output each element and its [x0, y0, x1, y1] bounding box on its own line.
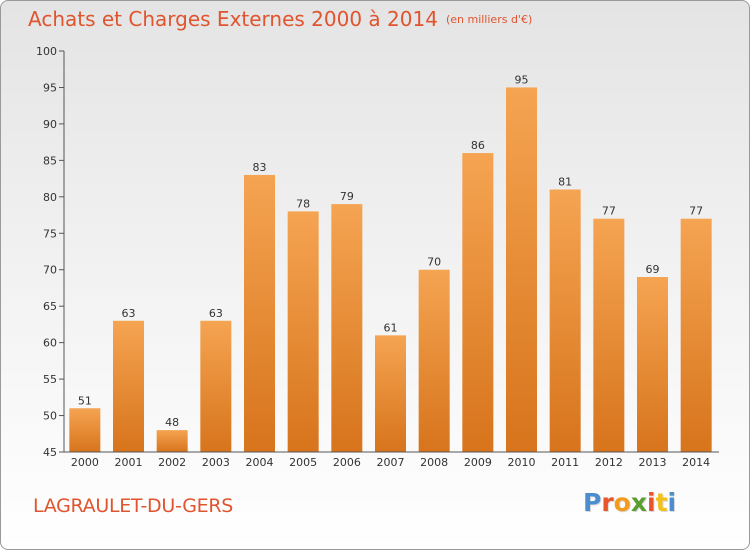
data-label-2011: 81: [558, 176, 572, 189]
x-tick-label-2004: 2004: [246, 456, 274, 469]
x-tick-label-2002: 2002: [158, 456, 186, 469]
data-label-2005: 78: [296, 197, 310, 210]
y-tick-label-65: 65: [43, 300, 57, 313]
location-label: LAGRAULET-DU-GERS: [33, 495, 234, 517]
x-tick-label-2011: 2011: [551, 456, 579, 469]
axes-group: 2000 2001 2002 2003 2004 2005 2006 2007 2008 2009…: [36, 45, 719, 469]
logo-letter: r: [601, 488, 614, 517]
bar-2009: [462, 153, 494, 452]
bar-2010: [506, 87, 537, 453]
bar-2002: [156, 430, 188, 452]
data-label-2000: 51: [78, 394, 92, 407]
proxiti-logo: Proxiti: [583, 488, 676, 517]
logo-letter: i: [667, 488, 677, 517]
chart-title-text: Achats et Charges Externes 2000 à 2014: [28, 7, 438, 31]
bar-2001: [113, 320, 144, 452]
bar-2008: [418, 269, 450, 452]
bar-2004: [244, 174, 275, 453]
data-label-2009: 86: [471, 139, 485, 152]
x-tick-label-2012: 2012: [595, 456, 623, 469]
bar-2013: [637, 277, 668, 452]
y-tick-label-80: 80: [43, 191, 57, 204]
bar-2003: [200, 320, 232, 452]
bar-2007: [375, 335, 406, 452]
bar-2006: [331, 204, 363, 452]
y-tick-label-95: 95: [43, 81, 57, 94]
y-tick-label-60: 60: [43, 337, 57, 350]
data-label-2014: 77: [689, 205, 703, 218]
data-label-2013: 69: [646, 263, 660, 276]
x-tick-label-2013: 2013: [639, 456, 667, 469]
y-tick-label-45: 45: [43, 446, 57, 459]
logo-letter: P: [583, 488, 602, 517]
bar-2014: [680, 218, 712, 452]
data-label-2001: 63: [122, 307, 136, 320]
chart-unit: (en milliers d'€): [445, 13, 533, 26]
y-tick-label-100: 100: [36, 45, 57, 58]
x-tick-label-2003: 2003: [202, 456, 230, 469]
x-tick-label-2006: 2006: [333, 456, 361, 469]
y-tick-label-75: 75: [43, 227, 57, 240]
bars-group: 51 63 48 63 83 78 79 61 70 86 95 81 77 69 77: [69, 73, 712, 453]
x-tick-label-2005: 2005: [289, 456, 317, 469]
data-label-2008: 70: [427, 256, 441, 269]
data-label-2012: 77: [602, 205, 616, 218]
y-tick-label-85: 85: [43, 154, 57, 167]
x-tick-label-2000: 2000: [71, 456, 99, 469]
data-label-2006: 79: [340, 190, 354, 203]
y-tick-label-55: 55: [43, 373, 57, 386]
logo-letter: x: [630, 488, 647, 517]
data-label-2010: 95: [515, 73, 529, 86]
data-label-2002: 48: [165, 416, 179, 429]
y-tick-label-90: 90: [43, 118, 57, 131]
bar-2005: [287, 211, 319, 452]
bar-2011: [549, 189, 581, 452]
x-tick-label-2001: 2001: [115, 456, 143, 469]
x-tick-label-2008: 2008: [420, 456, 448, 469]
x-tick-label-2010: 2010: [508, 456, 536, 469]
bar-2000: [69, 408, 101, 452]
logo-letter: o: [613, 488, 631, 517]
x-tick-label-2014: 2014: [682, 456, 710, 469]
data-label-2007: 61: [384, 321, 398, 334]
logo-letter: i: [647, 488, 656, 517]
logo-letter: t: [655, 488, 668, 517]
data-label-2004: 83: [253, 161, 267, 174]
y-tick-label-50: 50: [43, 410, 57, 423]
x-tick-label-2007: 2007: [377, 456, 405, 469]
y-tick-label-70: 70: [43, 264, 57, 277]
chart-title: Achats et Charges Externes 2000 à 2014 (e…: [28, 7, 532, 31]
x-tick-label-2009: 2009: [464, 456, 492, 469]
data-label-2003: 63: [209, 307, 223, 320]
bar-2012: [593, 218, 625, 452]
